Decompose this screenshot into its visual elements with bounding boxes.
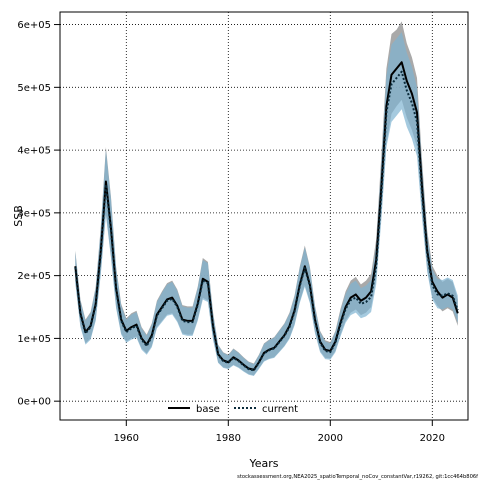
plot-frame — [59, 11, 469, 421]
legend-label-base: base — [196, 404, 220, 415]
y-axis-title: SSB — [12, 205, 25, 227]
x-tick-label: 2020 — [420, 433, 445, 444]
gridlines — [60, 12, 468, 420]
y-tick-label: 5e+05 — [17, 83, 51, 94]
y-tick-label: 0e+00 — [17, 397, 51, 408]
series-lines — [74, 61, 459, 372]
y-tick-label: 6e+05 — [17, 20, 51, 31]
confidence-band-current — [75, 32, 458, 377]
x-axis: 1960 1980 2000 2020 — [114, 420, 445, 444]
footnote: stockassessment.org,NEA2025_spatioTempor… — [237, 474, 478, 480]
x-tick-label: 2000 — [318, 433, 343, 444]
y-tick-label: 2e+05 — [17, 271, 51, 282]
y-tick-label: 4e+05 — [17, 146, 51, 157]
y-tick-label: 1e+05 — [17, 334, 51, 345]
x-tick-label: 1980 — [216, 433, 241, 444]
legend-label-current: current — [262, 404, 298, 415]
y-tick-label: 3e+05 — [17, 208, 51, 219]
x-tick-label: 1960 — [114, 433, 139, 444]
y-axis: 0e+00 1e+05 2e+05 3e+05 4e+05 5e+05 6e+05 — [17, 20, 60, 408]
x-axis-title: Years — [248, 457, 278, 470]
legend: base current — [168, 404, 298, 415]
series-line-current — [74, 70, 459, 372]
confidence-bands — [75, 21, 458, 377]
